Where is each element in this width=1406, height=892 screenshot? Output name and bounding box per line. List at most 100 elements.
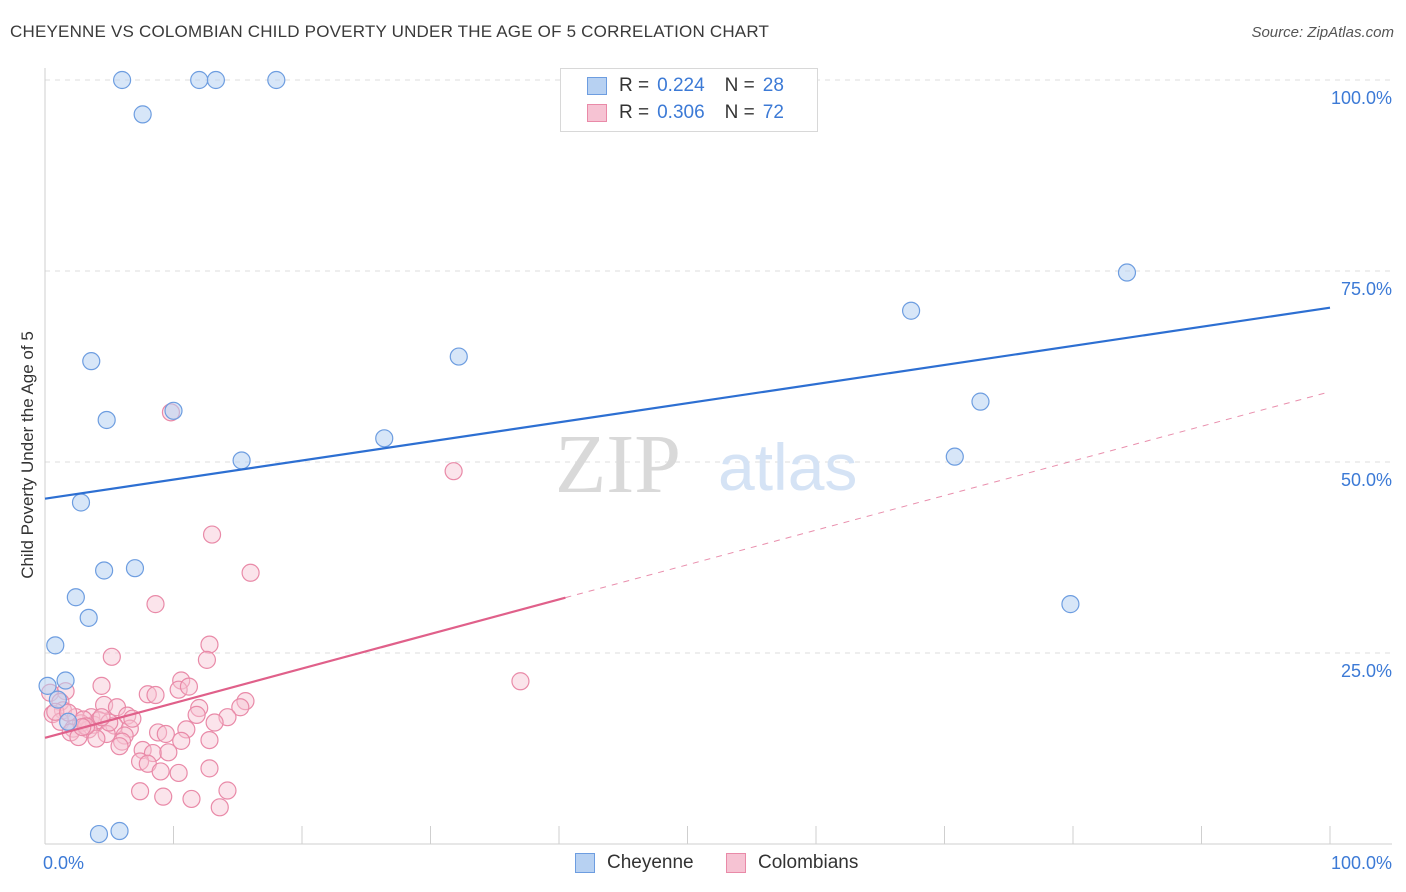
colombians-point [146, 685, 165, 705]
cheyenne-point [59, 712, 78, 731]
cheyenne-point [66, 588, 85, 607]
colombians-point [511, 672, 530, 691]
axis-labels: 25.0% 50.0% 75.0% 100.0% 0.0% 100.0% Child Pov… [18, 88, 1392, 873]
legend-item-cheyenne: Cheyenne [575, 852, 694, 874]
colombians-point [210, 798, 229, 817]
cheyenne-point [82, 352, 101, 371]
colombians-point [187, 705, 206, 724]
colombians-point [200, 730, 219, 750]
colombians-n-label: N = [724, 102, 755, 123]
colombians-n-value: 72 [762, 102, 784, 123]
cheyenne-point [110, 821, 129, 841]
axes [44, 68, 1392, 845]
cheyenne-point [48, 690, 67, 709]
cheyenne-point [971, 392, 990, 411]
x-tick-label-start: 0.0% [43, 853, 84, 873]
colombians-r-label: R = [619, 102, 650, 123]
colombians-legend-label: Colombians [758, 852, 859, 873]
cheyenne-point [89, 824, 109, 844]
colombians-points [41, 403, 530, 817]
colombians-point [146, 595, 165, 614]
colombians-legend-swatch [726, 853, 746, 873]
cheyenne-point [164, 401, 183, 420]
cheyenne-point [206, 70, 226, 90]
colombians-point [110, 737, 129, 756]
cheyenne-point [945, 447, 964, 466]
colombians-point [87, 729, 106, 748]
trend-lines [44, 306, 1331, 739]
cheyenne-r-label: R = [619, 75, 650, 96]
colombians-point [130, 782, 150, 801]
colombians-point [205, 713, 224, 732]
y-tick-label: 75.0% [1341, 279, 1392, 299]
source-credit: Source: ZipAtlas.com [1251, 24, 1394, 41]
colombians-point [202, 525, 222, 544]
legend-row-cheyenne: R = 0.224 N = 28 [587, 73, 784, 99]
colombians-point [179, 677, 199, 696]
x-tick-label-end: 100.0% [1331, 853, 1392, 873]
colombians-point [133, 740, 152, 760]
y-tick-label: 100.0% [1331, 88, 1392, 108]
colombians-point [169, 763, 188, 783]
cheyenne-n-value: 28 [762, 75, 784, 96]
colombians-point [169, 680, 188, 699]
colombians-point [172, 731, 191, 750]
colombians-point [151, 762, 170, 781]
cheyenne-point [232, 451, 251, 470]
cheyenne-swatch [587, 77, 607, 95]
colombians-point [218, 781, 237, 800]
y-tick-label: 50.0% [1341, 470, 1392, 490]
cheyenne-point [449, 347, 468, 366]
cheyenne-point [190, 70, 209, 90]
colombians-point [92, 676, 111, 695]
cheyenne-r-value: 0.224 [657, 75, 705, 96]
colombians-point [159, 743, 178, 762]
colombians-point [177, 720, 196, 739]
colombians-point [138, 685, 157, 704]
colombians-point [97, 724, 116, 744]
series-legend: Cheyenne Colombians [0, 852, 1406, 878]
colombians-point [200, 635, 219, 654]
cheyenne-trend-line [44, 306, 1331, 500]
colombians-point [241, 563, 260, 582]
cheyenne-point [95, 561, 114, 580]
watermark-atlas: atlas [718, 430, 857, 504]
cheyenne-point [125, 559, 145, 578]
colombians-point [197, 650, 217, 669]
y-axis-title: Child Poverty Under the Age of 5 [18, 331, 37, 579]
cheyenne-point [1061, 595, 1080, 614]
cheyenne-point [901, 301, 921, 320]
colombians-point [143, 743, 163, 763]
cheyenne-legend-swatch [575, 853, 595, 873]
colombians-point [444, 462, 463, 481]
colombians-swatch [587, 104, 607, 122]
cheyenne-point [56, 671, 75, 690]
cheyenne-point [133, 105, 152, 124]
chart-title: CHEYENNE VS COLOMBIAN CHILD POVERTY UNDE… [10, 22, 770, 41]
colombians-point [156, 724, 175, 744]
cheyenne-point [267, 70, 286, 90]
cheyenne-point [97, 410, 116, 430]
colombians-point [200, 759, 219, 778]
colombians-point [148, 723, 168, 742]
cheyenne-point [375, 429, 394, 448]
legend-item-colombians: Colombians [726, 852, 858, 874]
colombians-point [231, 698, 250, 717]
watermark: ZIP atlas [555, 418, 857, 511]
colombians-trend-line [44, 596, 566, 739]
cheyenne-point [1117, 263, 1137, 282]
cheyenne-n-label: N = [724, 75, 755, 96]
y-tick-label: 25.0% [1341, 661, 1392, 681]
colombians-point [182, 789, 201, 809]
cheyenne-points [38, 70, 1137, 844]
watermark-zip: ZIP [555, 418, 681, 511]
cheyenne-point [112, 70, 132, 90]
colombians-point [154, 787, 173, 806]
cheyenne-point [79, 608, 98, 627]
cheyenne-point [71, 493, 91, 512]
cheyenne-point [38, 676, 57, 695]
legend-row-colombians: R = 0.306 N = 72 [587, 100, 784, 126]
cheyenne-legend-label: Cheyenne [607, 852, 694, 873]
cheyenne-point [46, 636, 65, 655]
